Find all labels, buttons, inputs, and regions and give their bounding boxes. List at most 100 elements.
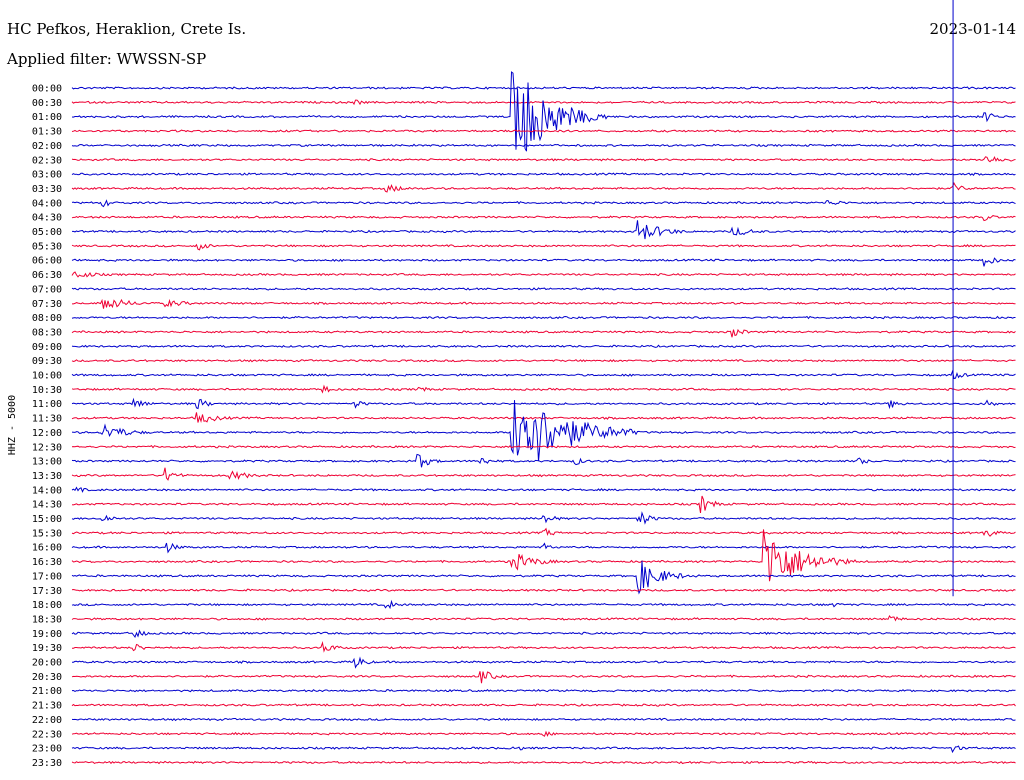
row-time-label: 15:30: [32, 528, 62, 539]
row-time-label: 00:30: [32, 98, 62, 109]
row-time-label: 08:00: [32, 313, 62, 324]
row-time-label: 22:00: [32, 715, 62, 726]
trace-row: [71, 542, 1016, 554]
trace-row: [71, 453, 1016, 468]
trace-row: [71, 717, 1016, 722]
row-time-label: 21:00: [32, 686, 62, 697]
trace-row: [71, 172, 1016, 176]
trace-row: [71, 257, 1016, 267]
trace-row: [71, 703, 1016, 707]
row-time-label: 17:00: [32, 571, 62, 582]
row-time-label: 18:30: [32, 614, 62, 625]
row-time-label: 04:30: [32, 213, 62, 224]
row-time-label: 20:30: [32, 672, 62, 683]
trace-row: [71, 656, 1016, 669]
row-time-label: 19:30: [32, 643, 62, 654]
trace-row: [71, 328, 1016, 338]
trace-row: [71, 560, 1016, 595]
row-time-label: 02:30: [32, 155, 62, 166]
trace-row: [71, 397, 1016, 410]
trace-row: [71, 760, 1016, 765]
trace-row: [71, 315, 1016, 320]
row-time-label: 02:00: [32, 141, 62, 152]
row-time-label: 06:30: [32, 270, 62, 281]
trace-row: [71, 745, 1016, 754]
trace-row: [71, 614, 1016, 622]
trace-row: [71, 155, 1016, 163]
row-time-label: 11:30: [32, 414, 62, 425]
row-time-label: 23:00: [32, 744, 62, 755]
row-time-label: 03:00: [32, 170, 62, 181]
trace-row: [72, 220, 1016, 240]
row-time-label: 22:30: [32, 729, 62, 740]
trace-row: [71, 344, 1016, 348]
trace-row: [71, 199, 1016, 208]
row-time-label: 13:00: [32, 457, 62, 468]
row-time-label: 21:30: [32, 701, 62, 712]
trace-row: [71, 129, 1016, 133]
row-time-label: 16:00: [32, 543, 62, 554]
trace-row: [71, 400, 1016, 462]
row-time-label: 09:30: [32, 356, 62, 367]
trace-row: [71, 671, 1016, 684]
trace-row: [71, 444, 1016, 449]
trace-row: [71, 359, 1016, 363]
row-time-label: 10:30: [32, 385, 62, 396]
trace-row: [71, 730, 1016, 737]
station-title: HC Pefkos, Heraklion, Crete Is.: [7, 20, 247, 38]
row-time-label: 19:00: [32, 629, 62, 640]
trace-row: [71, 495, 1016, 513]
row-time-label: 10:00: [32, 371, 62, 382]
trace-row: [71, 467, 1016, 481]
trace-row: [71, 599, 1016, 610]
row-time-label: 00:00: [32, 84, 62, 95]
trace-row: [71, 486, 1016, 493]
row-time-label: 06:00: [32, 256, 62, 267]
trace-row: [71, 86, 1016, 90]
row-time-label: 05:00: [32, 227, 62, 238]
row-time-label: 12:00: [32, 428, 62, 439]
trace-row: [71, 181, 1016, 193]
row-time-label: 01:30: [32, 127, 62, 138]
row-time-label: 13:30: [32, 471, 62, 482]
trace-row: [72, 640, 1016, 653]
row-time-label: 09:00: [32, 342, 62, 353]
row-time-label: 05:30: [32, 241, 62, 252]
trace-row: [71, 287, 1016, 291]
trace-row: [72, 298, 1016, 309]
y-axis-label: HHZ - 5000: [7, 395, 18, 455]
trace-row: [71, 412, 1016, 424]
trace-row: [71, 629, 1016, 639]
trace-row: [71, 369, 1016, 380]
filter-subtitle: Applied filter: WWSSN-SP: [7, 50, 207, 68]
row-time-label: 14:30: [32, 500, 62, 511]
row-time-label: 15:00: [32, 514, 62, 525]
trace-row: [71, 529, 1016, 582]
trace-row: [71, 511, 1016, 525]
trace-row: [71, 71, 1016, 152]
row-time-label: 12:30: [32, 442, 62, 453]
trace-row: [71, 215, 1016, 222]
row-time-label: 07:30: [32, 299, 62, 310]
row-time-label: 16:30: [32, 557, 62, 568]
trace-row: [71, 271, 1016, 278]
row-time-label: 04:00: [32, 198, 62, 209]
row-time-label: 23:30: [32, 758, 62, 769]
row-time-label: 01:00: [32, 112, 62, 123]
time-label-layer: 00:00 00:30 01:00 01:30 02:00 02:30 03:00 03:30…: [32, 84, 62, 769]
row-time-label: 08:30: [32, 327, 62, 338]
trace-layer: [71, 0, 1016, 765]
date-label: 2023-01-14: [929, 20, 1016, 38]
trace-row: [71, 243, 1016, 251]
trace-row: [71, 527, 1016, 537]
trace-row: [71, 689, 1016, 693]
row-time-label: 20:00: [32, 658, 62, 669]
row-time-label: 07:00: [32, 284, 62, 295]
trace-row: [71, 143, 1016, 148]
trace-row: [71, 384, 1016, 394]
row-time-label: 14:00: [32, 485, 62, 496]
trace-row: [71, 588, 1016, 592]
row-time-label: 17:30: [32, 586, 62, 597]
row-time-label: 18:00: [32, 600, 62, 611]
